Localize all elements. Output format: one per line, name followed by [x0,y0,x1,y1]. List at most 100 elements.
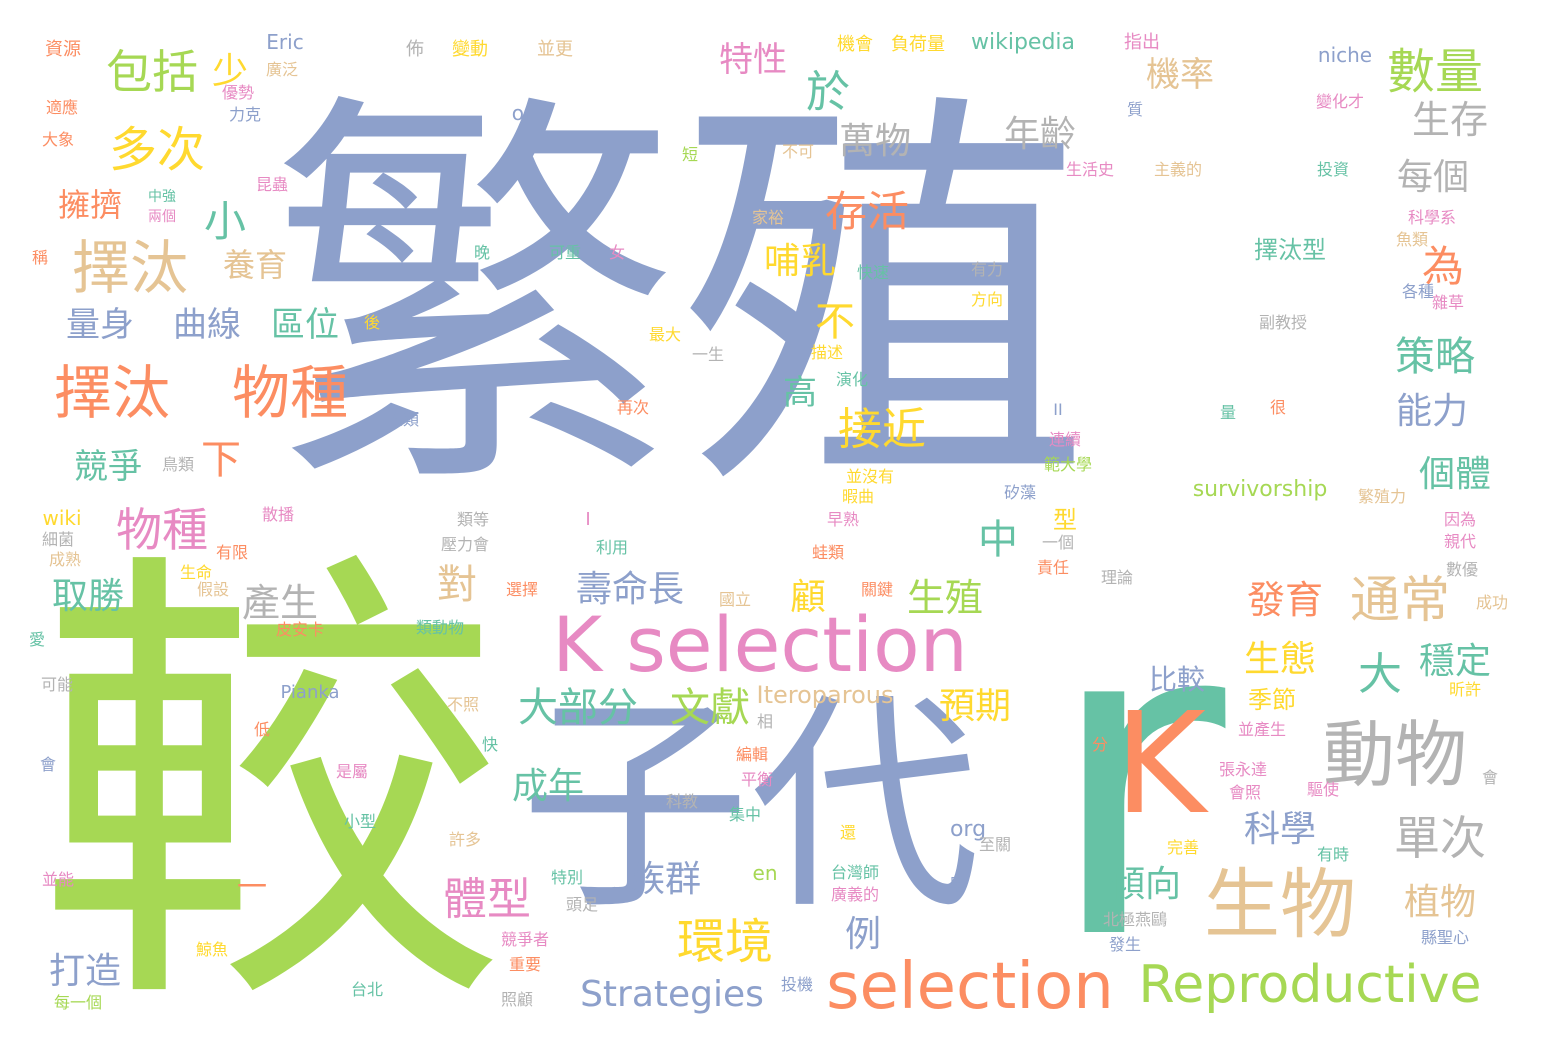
word: 台北 [350,980,384,999]
word: 科學 [1243,809,1317,850]
word: 再次 [616,398,650,417]
word: 體型 [443,874,531,925]
word: 養育 [222,246,288,284]
word: 傾向 [1108,864,1182,905]
word: r [1044,524,1226,1036]
word: 愛 [28,630,46,649]
word: 副教授 [1258,313,1308,332]
word: 親代 [1443,532,1477,551]
word: 相 [756,712,774,731]
word: 文獻 [670,685,750,731]
word: 成功 [1475,593,1509,612]
word: 低 [253,720,271,739]
word: 小型 [343,812,377,831]
word: 量 [1219,403,1237,422]
word: 縣聖心 [1420,928,1470,947]
word: 是屬 [335,762,369,781]
word: 數量 [1386,44,1484,100]
word: 平衡 [740,770,774,789]
word: 責任 [1036,558,1070,577]
word: 會照 [1228,783,1262,802]
word: 矽藻 [1003,483,1037,502]
word: 家裕 [751,208,785,227]
word: 變動 [452,39,488,60]
word: 不照 [446,695,480,714]
word: 科教 [665,792,699,811]
word: 年齡 [1003,114,1077,155]
word: 範大學 [1043,455,1093,474]
word: 為 [1421,242,1465,291]
word: 國立 [718,590,752,609]
word: 特性 [719,40,787,80]
word: 機率 [1146,55,1214,95]
word: 投資 [1316,160,1350,179]
word: 少 [211,51,249,92]
word: 物種 [116,503,208,557]
word: 生命 [179,563,213,582]
word: 適應 [45,98,79,117]
word: 類等 [456,510,490,529]
word: 大部分 [518,685,638,731]
word: 頭足 [565,895,599,914]
word: 很 [1269,398,1287,417]
word: 競爭 [74,447,142,487]
word: 利用 [595,538,629,557]
word: 驅使 [1306,780,1340,799]
word: 快 [481,735,499,754]
word: 質 [1126,100,1144,119]
word: org [949,817,987,842]
word: 張永達 [1218,760,1268,779]
word: 稱 [31,248,49,267]
word: 完善 [1166,838,1200,857]
word: 重要 [508,955,542,974]
word: 繁殖力 [1357,487,1407,506]
word: 例 [844,914,882,955]
word: 優勢 [221,83,255,102]
word: 因為 [1443,510,1477,529]
word: 後 [363,313,381,332]
word: 鯨魚 [195,940,229,959]
word: 哺乳 [763,241,837,282]
word: 每個 [1396,157,1470,198]
word: 還 [839,823,857,842]
word: 穩定 [1418,641,1492,682]
word: 壽命長 [575,569,685,610]
word: wikipedia [970,30,1076,55]
word: 量身 [66,305,134,345]
word: 選擇 [505,580,539,599]
word: 關鍵 [860,580,894,599]
word: 一 [237,870,267,905]
word: 昆蟲 [255,175,289,194]
word: 接近 [838,404,926,455]
word: 存活 [824,187,910,236]
word: 負荷量 [891,34,945,55]
word: 繁殖 [270,61,1090,539]
word: 競爭者 [500,930,550,949]
word: 早 [948,875,966,894]
word: 並產生 [1237,720,1287,739]
word: 方向 [970,290,1004,309]
word: 皮安卡 [275,620,325,639]
word: II [1053,400,1063,419]
word: 能力 [1395,391,1469,432]
word: 佈 [406,39,424,60]
word: 多次 [108,122,206,178]
word: 季節 [1248,686,1296,714]
word: 連續 [1048,430,1082,449]
word: 人類 [386,410,420,429]
word: 子代 [519,674,981,941]
word: 通常 [1350,571,1450,629]
word: 至關 [978,835,1012,854]
word: 昕許 [1448,680,1482,699]
word: K selection [552,600,968,689]
word: 生物 [1204,860,1356,949]
word: 女 [608,243,626,262]
word: wiki [42,506,82,530]
word: 小 [203,197,247,246]
word: 生殖 [906,576,984,620]
word: 數優 [1445,560,1479,579]
word: 成年 [511,766,585,807]
word: or [511,101,533,125]
word: 會 [1481,768,1499,787]
word: 不可 [781,142,815,161]
